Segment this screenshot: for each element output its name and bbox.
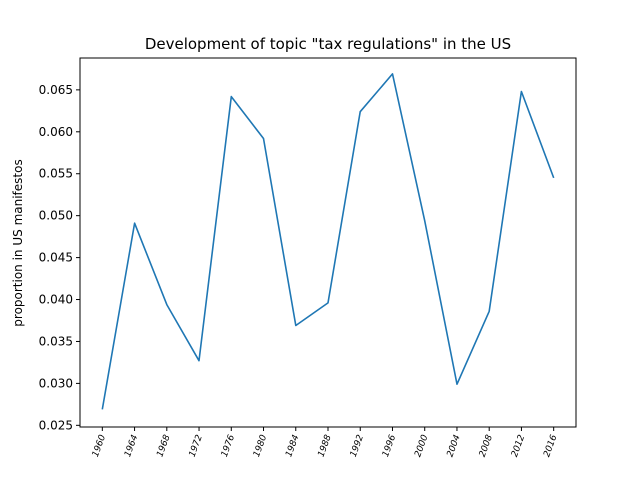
x-tick-label: 1984: [284, 433, 301, 458]
y-axis-label: proportion in US manifestos: [11, 159, 25, 326]
y-tick-label: 0.030: [39, 376, 73, 390]
y-tick-label: 0.045: [39, 251, 73, 265]
x-tick-label: 1992: [349, 433, 366, 458]
x-tick-label: 1972: [188, 433, 205, 458]
x-tick-label: 2000: [413, 433, 430, 458]
y-tick-label: 0.060: [39, 125, 73, 139]
x-tick-label: 2012: [510, 433, 527, 458]
x-tick-label: 2008: [478, 433, 495, 458]
x-tick-label: 1964: [123, 433, 140, 458]
y-tick-label: 0.065: [39, 83, 73, 97]
x-tick-label: 2016: [542, 433, 559, 458]
y-tick-label: 0.050: [39, 209, 73, 223]
y-tick-label: 0.040: [39, 293, 73, 307]
x-tick-label: 1968: [155, 433, 172, 458]
x-tick-label: 1960: [91, 433, 108, 458]
x-tick-label: 1996: [381, 433, 398, 458]
series-line: [101, 73, 555, 410]
x-axis-ticks: 1960 1964 1968 1972 1976 1980 1984 1988 1992 1996…: [91, 427, 560, 459]
plot-area-frame: [79, 57, 577, 428]
x-tick-label: 1988: [317, 433, 334, 458]
y-tick-label: 0.035: [39, 334, 73, 348]
chart-title: Development of topic "tax regulations" i…: [145, 35, 511, 53]
y-tick-label: 0.025: [39, 418, 73, 432]
x-tick-label: 1976: [220, 433, 237, 458]
y-tick-label: 0.055: [39, 167, 73, 181]
x-tick-label: 2004: [446, 433, 463, 458]
series-lines: [101, 73, 555, 410]
y-axis-ticks: 0.025 0.030 0.035 0.040 0.045 0.050 0.055 0.060…: [39, 83, 80, 432]
x-tick-label: 1980: [252, 433, 269, 458]
